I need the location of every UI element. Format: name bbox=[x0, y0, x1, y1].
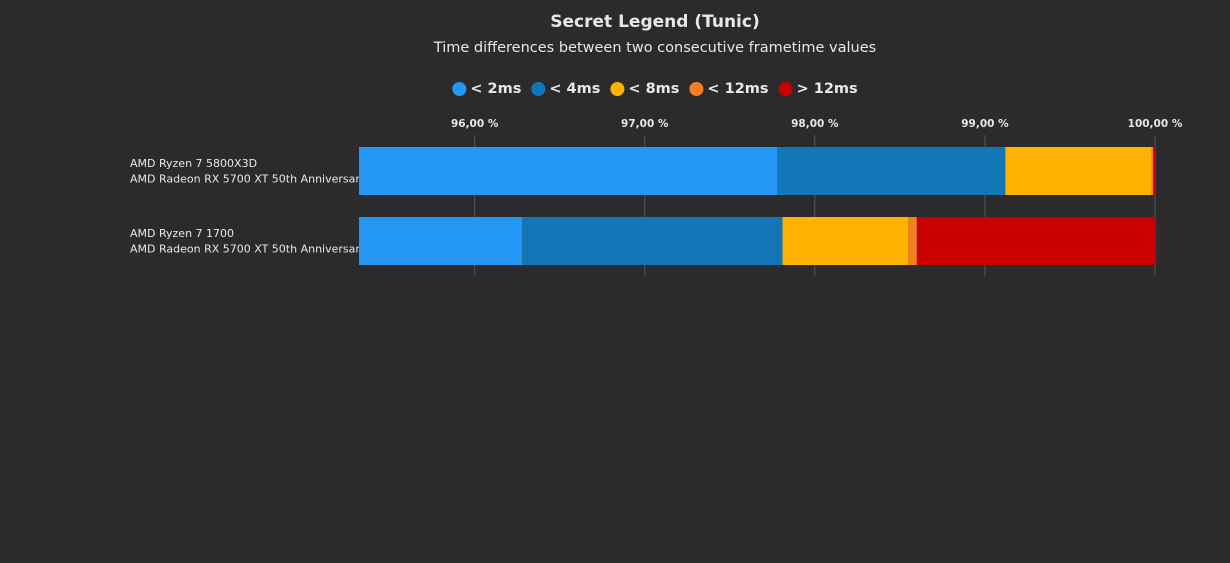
x-tick-label: 100,00 % bbox=[1128, 118, 1183, 130]
x-tick-label: 96,00 % bbox=[451, 118, 499, 130]
legend-label: < 8ms bbox=[628, 81, 679, 97]
bar-segment bbox=[782, 217, 909, 265]
legend-label: > 12ms bbox=[797, 81, 858, 97]
y-tick-label: AMD Ryzen 7 1700 bbox=[130, 227, 234, 240]
legend-marker bbox=[531, 82, 546, 96]
chart-title: Secret Legend (Tunic) bbox=[550, 12, 759, 32]
legend-label: < 12ms bbox=[707, 81, 768, 97]
legend-marker bbox=[610, 82, 625, 96]
bar-segment bbox=[522, 217, 783, 265]
chart-subtitle: Time differences between two consecutive… bbox=[433, 40, 876, 56]
y-tick-label: AMD Radeon RX 5700 XT 50th Anniversary bbox=[130, 243, 367, 256]
x-tick-label: 97,00 % bbox=[621, 118, 669, 130]
bar-segment bbox=[1153, 147, 1155, 195]
legend-marker bbox=[452, 82, 467, 96]
bar-segment bbox=[359, 217, 523, 265]
bar-segment bbox=[777, 147, 1006, 195]
legend: < 2ms < 4ms < 8ms < 12ms > 12ms bbox=[452, 81, 858, 97]
bar-segment bbox=[908, 217, 917, 265]
bar-segment bbox=[916, 217, 1155, 265]
x-tick-label: 98,00 % bbox=[791, 118, 839, 130]
legend-marker bbox=[778, 82, 793, 96]
y-tick-label: AMD Ryzen 7 5800X3D bbox=[130, 157, 257, 170]
bar-segment bbox=[359, 147, 778, 195]
legend-label: < 4ms bbox=[549, 81, 600, 97]
legend-marker bbox=[689, 82, 704, 96]
bar-segment bbox=[1005, 147, 1152, 195]
legend-label: < 2ms bbox=[470, 81, 521, 97]
bar-segment bbox=[1151, 147, 1154, 195]
x-tick-label: 99,00 % bbox=[961, 118, 1009, 130]
y-tick-label: AMD Radeon RX 5700 XT 50th Anniversary bbox=[130, 173, 367, 186]
